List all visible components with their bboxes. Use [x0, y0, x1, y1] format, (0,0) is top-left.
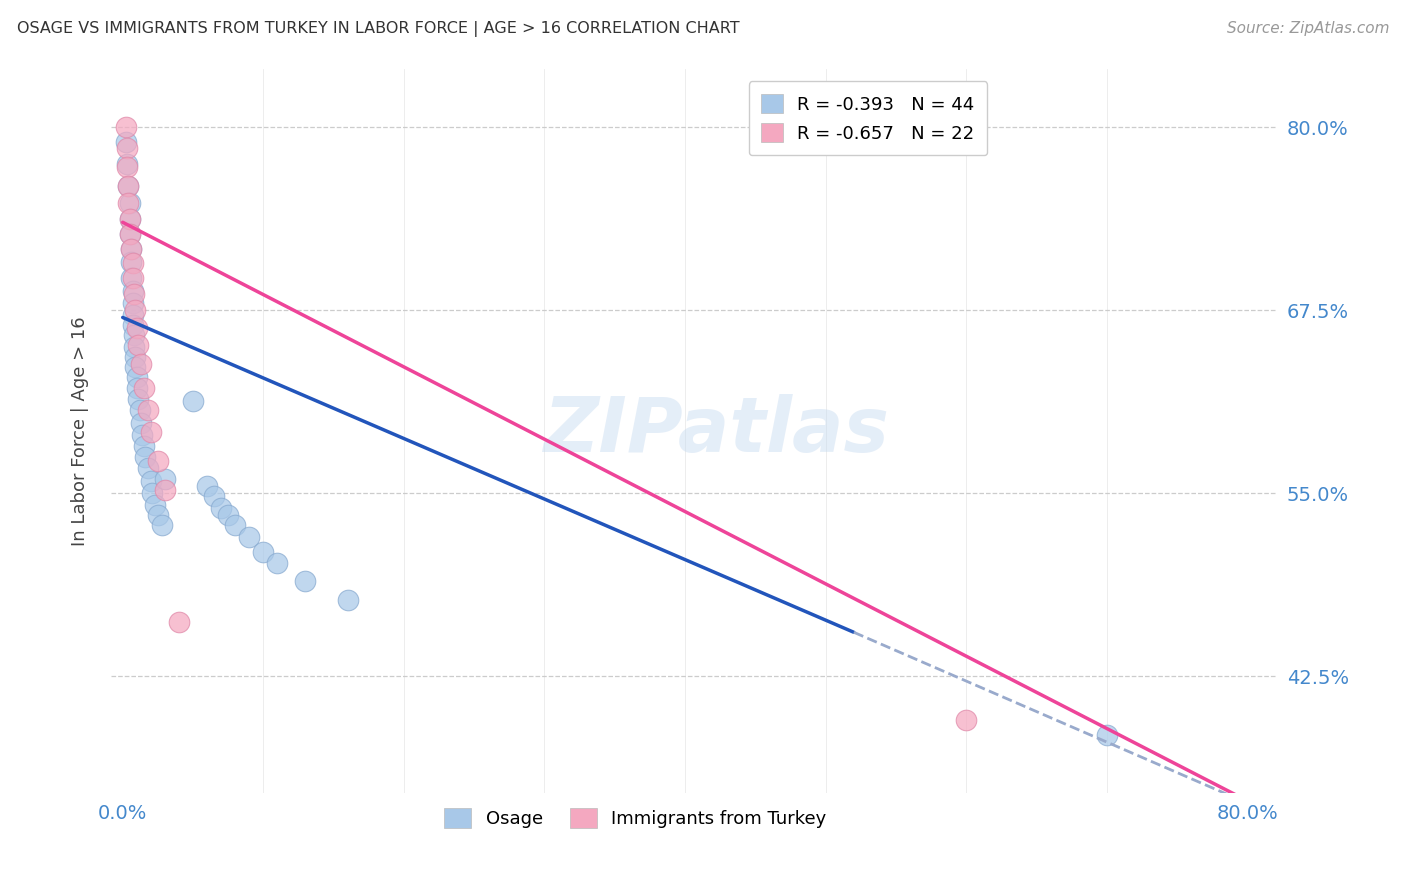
Point — [117, 196, 139, 211]
Point — [121, 271, 143, 285]
Point — [131, 427, 153, 442]
Point — [121, 308, 143, 322]
Point — [153, 483, 176, 498]
Point — [129, 416, 152, 430]
Point — [127, 392, 149, 407]
Point — [202, 489, 225, 503]
Point — [120, 271, 142, 285]
Point — [120, 242, 142, 256]
Point — [146, 508, 169, 523]
Point — [132, 381, 155, 395]
Text: OSAGE VS IMMIGRANTS FROM TURKEY IN LABOR FORCE | AGE > 16 CORRELATION CHART: OSAGE VS IMMIGRANTS FROM TURKEY IN LABOR… — [17, 21, 740, 37]
Point — [124, 350, 146, 364]
Point — [114, 120, 136, 134]
Point — [132, 439, 155, 453]
Point — [266, 557, 288, 571]
Point — [217, 508, 239, 523]
Point — [143, 498, 166, 512]
Point — [117, 178, 139, 193]
Point — [118, 227, 141, 241]
Point — [127, 338, 149, 352]
Point — [1095, 728, 1118, 742]
Point — [121, 318, 143, 332]
Point — [224, 518, 246, 533]
Point — [118, 227, 141, 241]
Point — [195, 479, 218, 493]
Point — [136, 461, 159, 475]
Text: Source: ZipAtlas.com: Source: ZipAtlas.com — [1226, 21, 1389, 37]
Point — [115, 140, 138, 154]
Point — [122, 340, 145, 354]
Point — [121, 256, 143, 270]
Point — [125, 370, 148, 384]
Point — [134, 450, 156, 464]
Point — [153, 471, 176, 485]
Point — [120, 255, 142, 269]
Point — [120, 242, 142, 256]
Y-axis label: In Labor Force | Age > 16: In Labor Force | Age > 16 — [72, 316, 89, 546]
Point — [150, 518, 173, 533]
Point — [252, 545, 274, 559]
Point — [136, 402, 159, 417]
Point — [139, 475, 162, 489]
Point — [122, 328, 145, 343]
Point — [141, 486, 163, 500]
Point — [114, 135, 136, 149]
Legend: Osage, Immigrants from Turkey: Osage, Immigrants from Turkey — [437, 801, 834, 835]
Text: ZIPatlas: ZIPatlas — [544, 394, 890, 468]
Point — [146, 454, 169, 468]
Point — [238, 530, 260, 544]
Point — [121, 284, 143, 298]
Point — [336, 593, 359, 607]
Point — [125, 381, 148, 395]
Point — [115, 157, 138, 171]
Point — [122, 287, 145, 301]
Point — [115, 160, 138, 174]
Point — [118, 196, 141, 211]
Point — [167, 615, 190, 629]
Point — [209, 500, 232, 515]
Point — [139, 425, 162, 439]
Point — [181, 393, 204, 408]
Point — [129, 357, 152, 371]
Point — [125, 320, 148, 334]
Point — [124, 303, 146, 318]
Point — [128, 402, 150, 417]
Point — [118, 212, 141, 227]
Point — [117, 178, 139, 193]
Point — [955, 713, 977, 727]
Point — [294, 574, 316, 588]
Point — [124, 360, 146, 375]
Point — [121, 295, 143, 310]
Point — [118, 212, 141, 227]
